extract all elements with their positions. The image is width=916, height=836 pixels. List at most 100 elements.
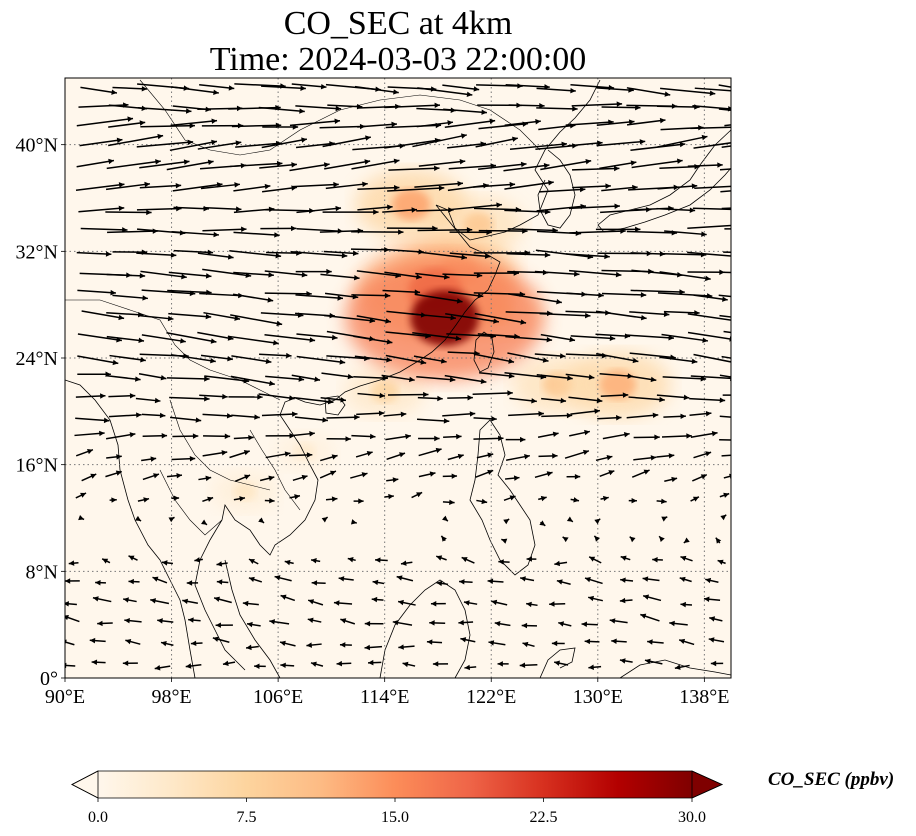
wind-arrow-shaft: [478, 122, 529, 130]
wind-arrow-head: [459, 158, 466, 165]
wind-arrow-shaft: [234, 83, 286, 88]
wind-arrow-head: [702, 337, 708, 343]
wind-arrow-shaft: [448, 291, 484, 298]
wind-arrow-head: [429, 471, 436, 477]
wind-arrow-shaft: [233, 231, 280, 237]
wind-arrow-head: [189, 123, 195, 129]
wind-arrow-head: [112, 359, 119, 366]
wind-arrow-head: [300, 85, 306, 91]
wind-arrow-head: [299, 108, 305, 114]
wind-arrow-head: [110, 289, 116, 296]
wind-arrow-head: [584, 638, 591, 645]
wind-arrow-head: [639, 139, 646, 145]
wind-arrow-head: [140, 357, 146, 363]
wind-arrow-head: [456, 433, 462, 440]
wind-arrow-head: [138, 337, 145, 344]
wind-arrow-head: [398, 644, 404, 650]
wind-arrow-head: [443, 274, 450, 280]
wind-arrow-shaft: [227, 335, 279, 345]
wind-arrow-shaft: [631, 159, 683, 169]
wind-arrow-shaft: [197, 141, 242, 150]
wind-arrow-head: [420, 359, 427, 365]
wind-arrow-head: [447, 120, 453, 126]
wind-arrow-head: [606, 455, 613, 461]
mainland-coastline: [194, 79, 601, 671]
wind-arrow-head: [613, 165, 620, 172]
wind-arrow-shaft: [356, 270, 402, 277]
wind-arrow-head: [560, 397, 567, 404]
wind-arrow-head: [652, 412, 659, 419]
wind-arrow-head: [340, 618, 347, 624]
wind-arrow-head: [429, 620, 435, 626]
wind-arrow-head: [306, 452, 313, 458]
wind-arrow-head: [105, 251, 112, 257]
wind-arrow-shaft: [687, 224, 731, 229]
wind-arrow-head: [552, 453, 558, 459]
wind-arrow-head: [597, 140, 603, 146]
wind-arrow-head: [654, 434, 660, 440]
wind-arrow-head: [491, 599, 498, 606]
wind-arrow-shaft: [261, 413, 298, 417]
wind-arrow-shaft: [323, 250, 359, 255]
philippines-coastline: [469, 419, 536, 576]
country-border: [249, 429, 301, 511]
wind-arrow-head: [268, 272, 274, 278]
wind-arrow-shaft: [444, 119, 496, 129]
wind-arrow-head: [594, 518, 601, 525]
wind-arrow-head: [364, 644, 371, 651]
wind-arrow-head: [129, 432, 136, 438]
colorbar-tick-label: 0.0: [88, 809, 108, 826]
wind-arrow-shaft: [107, 230, 159, 234]
wind-arrow-head: [717, 559, 724, 565]
wind-arrow-shaft: [630, 289, 685, 293]
wind-arrow-head: [464, 664, 471, 671]
wind-arrow-shaft: [719, 374, 731, 378]
wind-arrow-shaft: [536, 373, 573, 380]
wind-arrow-head: [715, 537, 722, 544]
lat-tick-label: 8°N: [26, 561, 58, 583]
wind-arrow-head: [321, 517, 328, 523]
wind-arrow-shaft: [721, 355, 731, 359]
wind-arrow-shaft: [384, 271, 422, 279]
wind-arrow-shaft: [202, 228, 247, 232]
wind-arrow-head: [139, 273, 146, 279]
wind-arrow-shaft: [356, 315, 392, 323]
lon-tick-label: 90°E: [45, 686, 85, 708]
wind-arrow-head: [710, 660, 717, 667]
wind-arrow-head: [589, 556, 596, 562]
wind-arrow-head: [314, 376, 321, 382]
wind-arrow-shaft: [140, 124, 195, 128]
wind-arrow-head: [614, 203, 620, 209]
wind-arrow-head: [650, 455, 657, 461]
wind-arrow-head: [65, 614, 69, 621]
wind-arrow-shaft: [599, 161, 637, 170]
wind-arrow-head: [740, 452, 746, 457]
wind-arrow-shaft: [448, 203, 502, 211]
wind-arrow-shaft: [626, 230, 678, 234]
wind-arrow-head: [347, 557, 354, 563]
wind-arrow-head: [153, 473, 160, 479]
wind-arrow-head: [704, 275, 711, 282]
wind-arrow-head: [224, 433, 231, 439]
wind-arrow-head: [544, 252, 551, 258]
wind-arrow-head: [520, 576, 526, 582]
wind-arrow-shaft: [693, 294, 728, 301]
wind-arrow-shaft: [264, 292, 312, 295]
wind-arrow-shaft: [357, 123, 397, 128]
wind-arrow-shaft: [65, 664, 76, 667]
wind-arrow-shaft: [567, 141, 603, 147]
wind-arrow-head: [611, 638, 617, 644]
wind-arrow-head: [709, 616, 716, 622]
wind-arrow-shaft: [139, 184, 182, 189]
wind-arrow-head: [115, 470, 122, 476]
wind-arrow-head: [371, 596, 378, 603]
wind-arrow-shaft: [166, 377, 210, 380]
wind-arrow-head: [484, 253, 491, 259]
wind-arrow-shaft: [690, 126, 731, 130]
wind-arrow-head: [552, 431, 559, 437]
wind-arrow-shaft: [723, 475, 731, 479]
borneo-coastline: [379, 579, 471, 678]
wind-arrow-shaft: [324, 160, 371, 170]
wind-arrow-head: [663, 311, 670, 317]
wind-arrow-head: [628, 119, 635, 125]
